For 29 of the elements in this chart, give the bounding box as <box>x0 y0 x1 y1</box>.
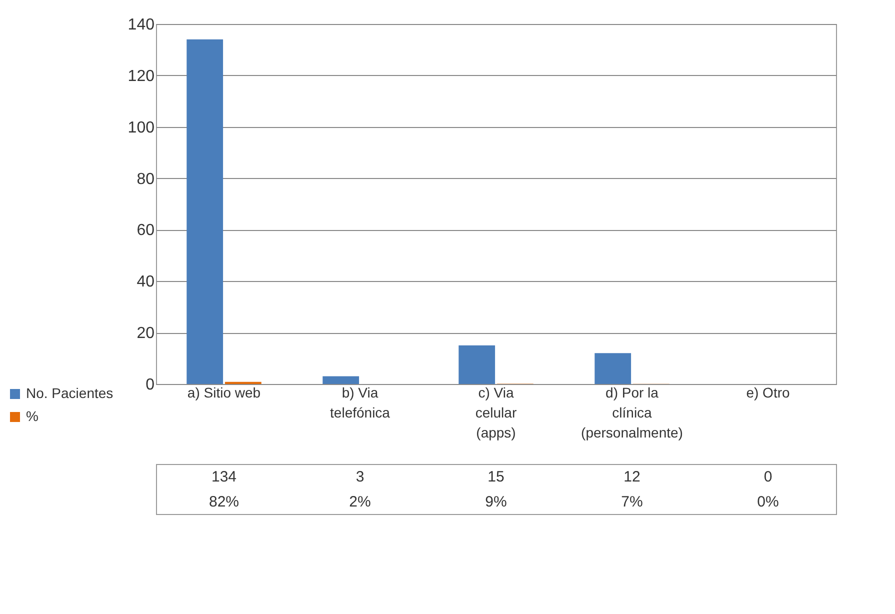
data-label: 12 <box>624 468 640 486</box>
x-tick-label: b) Via telefónica <box>330 384 390 420</box>
y-tick-label: 0 <box>146 376 155 394</box>
y-tick-label: 80 <box>136 170 155 188</box>
bar <box>458 345 496 384</box>
legend-label: % <box>26 408 38 424</box>
data-label: 134 <box>211 468 237 486</box>
x-tick-label: c) Via celular (apps) <box>475 384 517 440</box>
y-tick-label: 60 <box>136 222 155 240</box>
y-tick-label: 40 <box>136 274 155 291</box>
x-tick-label: d) Por la clínica (personalmente) <box>581 384 683 440</box>
data-label: 0% <box>757 494 779 510</box>
x-tick-label: e) Otro <box>746 384 790 400</box>
y-tick-label: 120 <box>128 68 155 85</box>
y-tick-label: 140 <box>128 16 155 34</box>
data-label: 2% <box>349 494 371 510</box>
data-label: 3 <box>356 468 364 486</box>
data-label: 0 <box>764 468 772 486</box>
data-label: 9% <box>485 494 507 510</box>
bar <box>322 376 360 384</box>
data-label: 15 <box>488 468 504 486</box>
data-label: 7% <box>621 494 643 510</box>
data-label: 82% <box>208 494 240 510</box>
bar <box>594 353 632 384</box>
x-tick-label: a) Sitio web <box>187 384 261 400</box>
y-tick-label: 20 <box>136 325 155 342</box>
bar <box>186 39 224 384</box>
legend-label: No. Pacientes <box>26 385 114 401</box>
y-tick-label: 100 <box>128 119 155 136</box>
